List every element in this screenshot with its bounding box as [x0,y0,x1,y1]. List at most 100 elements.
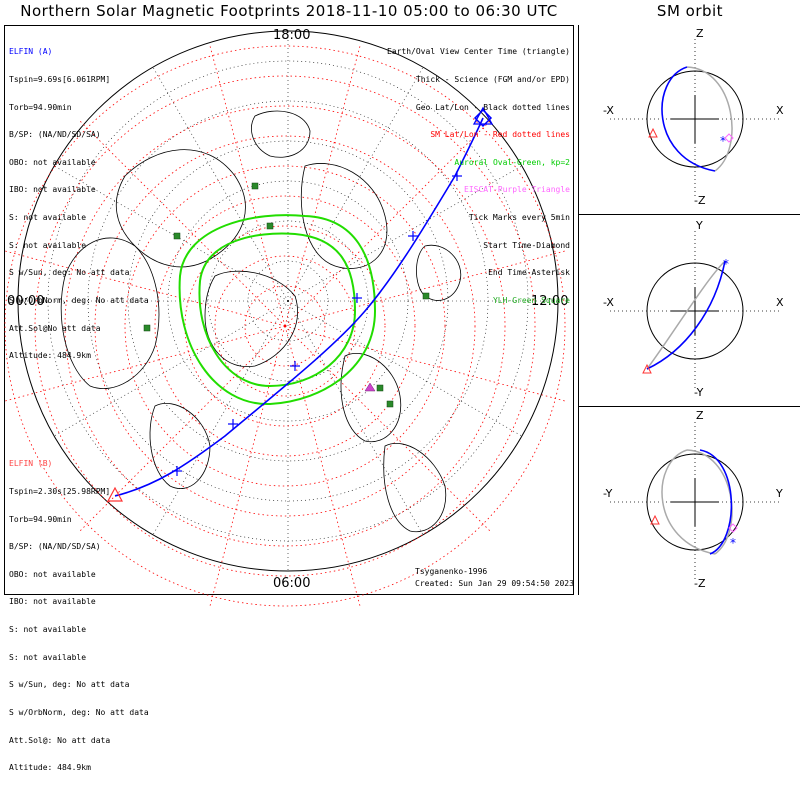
sm-latitude-circle [4,45,566,607]
elfin-a-line: Altitude: 484.9km [9,351,91,361]
elfin-b-name: ELFIN (B) [9,459,53,469]
sm-longitude-line [284,325,566,402]
ylh-green-square [266,222,274,230]
panel2-axis-left: -X [603,296,614,309]
sm-latitude-circle [244,285,326,367]
panel2-axis-bottom: -Y [694,386,704,399]
orbit-divider [578,406,800,407]
elfin-a-info: ELFIN (A) Tspin=9.69s[6.061RPM] Torb=94.… [9,29,149,379]
ylh-green-square [251,182,259,190]
orbit-start-triangle [650,514,660,525]
coastline [416,244,462,301]
geo-longitude-line [287,300,522,437]
footprint-map [4,30,566,607]
panel2-axis-top: Y [696,219,703,232]
orbit-path-gray [686,66,733,172]
elfin-a-name: ELFIN (A) [9,47,53,57]
panel3-axis-top: Z [696,409,704,422]
orbit-end-asterisk: * [729,536,736,550]
geo-longitude-line [54,165,289,302]
sm-longitude-line [209,325,286,607]
geo-longitude-line [287,165,522,302]
geo-longitude-line [54,300,289,437]
sm-latitude-circle [124,165,446,487]
elfin-a-line: OBO: not available [9,157,96,167]
orbit-start-diamond [724,133,734,143]
elfin-b-line: Att.Sol@: No att data [9,735,111,745]
end-time-marker [106,486,124,502]
elfin-b-line: IBO: not available [9,597,96,607]
elfin-a-line: S w/OrbNorm, deg: No att data [9,295,149,305]
coastline [383,443,447,533]
ylh-green-square [376,384,384,392]
sm-longitude-line [4,325,286,402]
elfin-b-line: S w/Sun, deg: No att data [9,680,130,690]
orbit-start-diamond [728,523,738,533]
legend-item: Tick Marks every 5min [468,213,570,223]
elfin-a-line: Att.Sol@No att data [9,323,101,333]
map-boundary-circle [17,30,559,572]
coastline [149,403,211,489]
orbit-panel-title: SM orbit [656,2,724,20]
sm-latitude-circle [154,195,416,457]
coastline [251,110,311,158]
elfin-a-line: Tspin=9.69s[6.061RPM] [9,75,111,85]
legend-item: Auroral Oval-Green, kp=2 [454,157,570,167]
elfin-a-line: S: not available [9,213,87,223]
sm-longitude-line [209,45,286,327]
sm-latitude-circle [184,225,386,427]
panel2-axis-right: X [776,296,784,309]
sm-latitude-circle [34,75,536,577]
sm-orbit-panel: * * * [578,25,799,595]
elfin-a-line: Torb=94.90min [9,102,72,112]
sm-latitude-circle [214,255,356,397]
auroral-oval-poleward [178,214,377,406]
coastline [60,237,160,389]
orbit-path-blue [661,66,716,172]
legend-item: Thick - Science (FGM and/or EPD) [415,75,570,85]
orbit-divider [578,214,800,215]
start-time-diamond [473,108,493,128]
elfin-b-info: ELFIN (B) Tspin=2.30s[25.98RPM] Torb=94.… [9,441,149,791]
legend-item: YLH-Green Square [492,295,570,305]
panel1-axis-right: X [776,104,784,117]
orbit-end-asterisk: * [722,257,729,271]
map-legend: Earth/Oval View Center Time (triangle) T… [387,29,570,324]
legend-item: Earth/Oval View Center Time (triangle) [386,47,570,57]
ylh-green-square [173,232,181,240]
geo-longitude-line [152,300,289,535]
ylh-green-square [386,400,394,408]
sm-latitude-circle [64,105,506,547]
eiscat-triangle [364,382,376,392]
elfin-b-line: S: not available [9,625,87,635]
geo-longitude-line [287,300,424,535]
legend-item: Geo Lat/Lon - Black dotted lines [415,102,570,112]
sm-longitude-line [284,325,361,607]
earth-circle [646,70,744,168]
geo-longitude-line [152,67,289,302]
time-label-right: 12:00 [531,294,569,309]
ylh-green-square [143,324,151,332]
model-label: Tsyganenko-1996 [415,567,488,576]
ylh-green-square [422,292,430,300]
sm-longitude-line [79,120,286,327]
panel3-axis-bottom: -Z [694,577,706,590]
orbit-path-gray [646,260,726,370]
elfin-b-line: B/SP: (NA/ND/SD/SA) [9,542,101,552]
coastline [115,149,246,268]
coastline [300,163,388,269]
elfin-b-line: Altitude: 484.9km [9,763,91,773]
elfin-b-line: Tspin=2.30s[25.98RPM] [9,487,111,497]
earth-circle [646,453,744,551]
sm-longitude-line [284,45,361,327]
elfin-b-line: OBO: not available [9,569,96,579]
time-label-bottom: 06:00 [273,576,311,591]
earth-circle [646,262,744,360]
time-label-left: 00:00 [7,294,45,309]
created-timestamp: Created: Sun Jan 29 09:54:50 2023 [415,579,574,588]
orbit-start-triangle [648,127,658,138]
view-center-triangle [472,106,494,125]
elfin-b-line: Torb=94.90min [9,514,72,524]
sm-orbit-plots: * * * [610,39,780,582]
geo-longitude-line [287,67,424,302]
